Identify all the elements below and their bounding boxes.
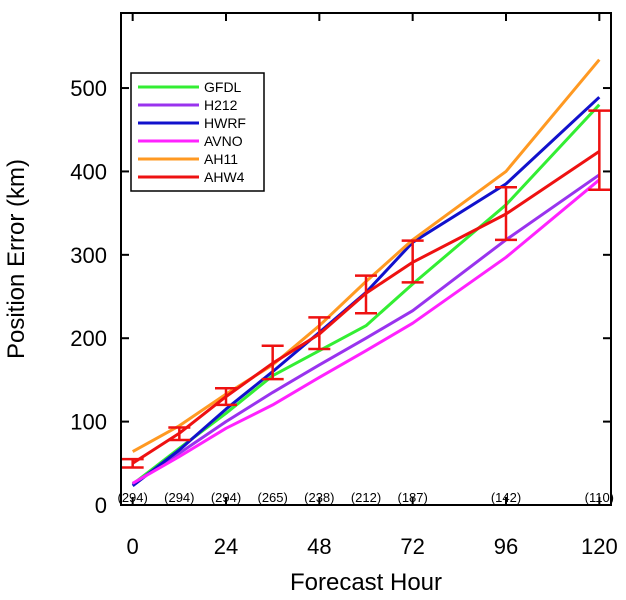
y-tick-label: 0 — [95, 493, 107, 518]
series-line-avno — [131, 178, 601, 485]
y-tick-label: 300 — [70, 243, 107, 268]
legend-label-hwrf: HWRF — [204, 115, 246, 131]
x-tick-label: 0 — [127, 534, 139, 559]
legend-label-ahw4: AHW4 — [204, 169, 245, 185]
sample-count-labels: (294)(294)(294)(265)(238)(212)(187)(142)… — [117, 490, 614, 505]
legend: GFDL H212 HWRF AVNO AH11 AHW4 — [130, 72, 265, 192]
error-bars — [121, 109, 611, 469]
sample-count-label: (212) — [351, 490, 381, 505]
series-line-h212 — [131, 173, 601, 486]
sample-count-label: (294) — [164, 490, 194, 505]
y-tick-label: 400 — [70, 159, 107, 184]
y-tick-label: 500 — [70, 76, 107, 101]
axes: 0 100 200 300 400 500 0 24 48 72 96 120 — [70, 13, 618, 559]
y-tick-label: 200 — [70, 326, 107, 351]
x-axis-title: Forecast Hour — [290, 569, 442, 596]
legend-label-avno: AVNO — [204, 133, 243, 149]
legend-label-h212: H212 — [204, 97, 238, 113]
legend-label-gfdl: GFDL — [204, 79, 242, 95]
legend-label-ah11: AH11 — [204, 151, 238, 167]
plot-frame — [120, 12, 612, 506]
x-tick-label: 48 — [307, 534, 331, 559]
x-tick-label: 24 — [214, 534, 238, 559]
y-axis-title: Position Error (km) — [3, 159, 30, 359]
x-tick-label: 120 — [581, 534, 618, 559]
y-tick-label: 100 — [70, 410, 107, 435]
sample-count-label: (265) — [257, 490, 287, 505]
legend-box — [130, 72, 265, 192]
x-tick-label: 96 — [494, 534, 518, 559]
x-tick-label: 72 — [400, 534, 424, 559]
